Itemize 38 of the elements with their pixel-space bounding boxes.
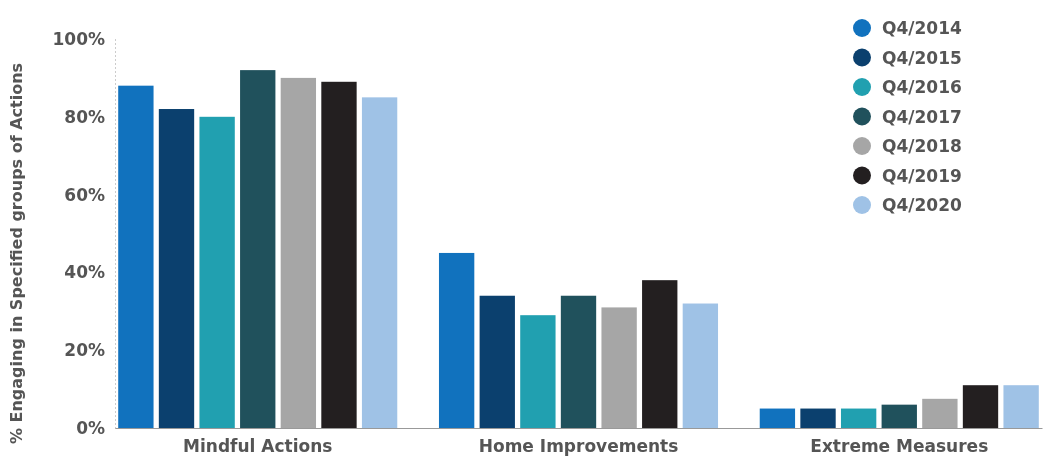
legend-label: Q4/2019 [882, 165, 962, 186]
bar [922, 398, 958, 428]
x-tick-label: Home Improvements [478, 436, 679, 457]
bar [438, 252, 475, 428]
legend-label: Q4/2015 [882, 47, 962, 68]
bar [479, 295, 515, 428]
legend-label: Q4/2017 [882, 106, 962, 127]
y-axis-title: % Engaging in Specified groups of Actions [7, 62, 26, 445]
legend-label: Q4/2014 [882, 18, 962, 38]
y-tick-label: 20% [64, 340, 105, 361]
bar [962, 385, 999, 428]
y-tick-label: 0% [76, 417, 105, 438]
legend-label: Q4/2020 [882, 195, 962, 215]
bar [199, 116, 235, 428]
y-tick-label: 40% [64, 262, 105, 283]
legend-label: Q4/2018 [882, 136, 962, 156]
bar [158, 109, 195, 428]
bar [361, 97, 398, 428]
bar [759, 408, 796, 428]
bar [280, 77, 317, 428]
bar [118, 85, 154, 428]
bar [642, 280, 678, 428]
bar [321, 81, 357, 428]
legend-label: Q4/2016 [882, 77, 962, 97]
y-tick-label: 80% [64, 106, 105, 127]
bar [601, 307, 637, 428]
bar [682, 303, 719, 428]
bar [520, 315, 556, 428]
y-tick-label: 100% [52, 28, 105, 49]
bar [840, 408, 877, 428]
bar [240, 70, 276, 428]
x-tick-label: Extreme Measures [810, 436, 989, 457]
bar [800, 408, 836, 428]
y-tick-label: 60% [64, 184, 105, 205]
x-tick-label: Mindful Actions [183, 436, 333, 457]
bar [560, 295, 597, 428]
bar [881, 404, 917, 428]
bar [1003, 385, 1039, 428]
